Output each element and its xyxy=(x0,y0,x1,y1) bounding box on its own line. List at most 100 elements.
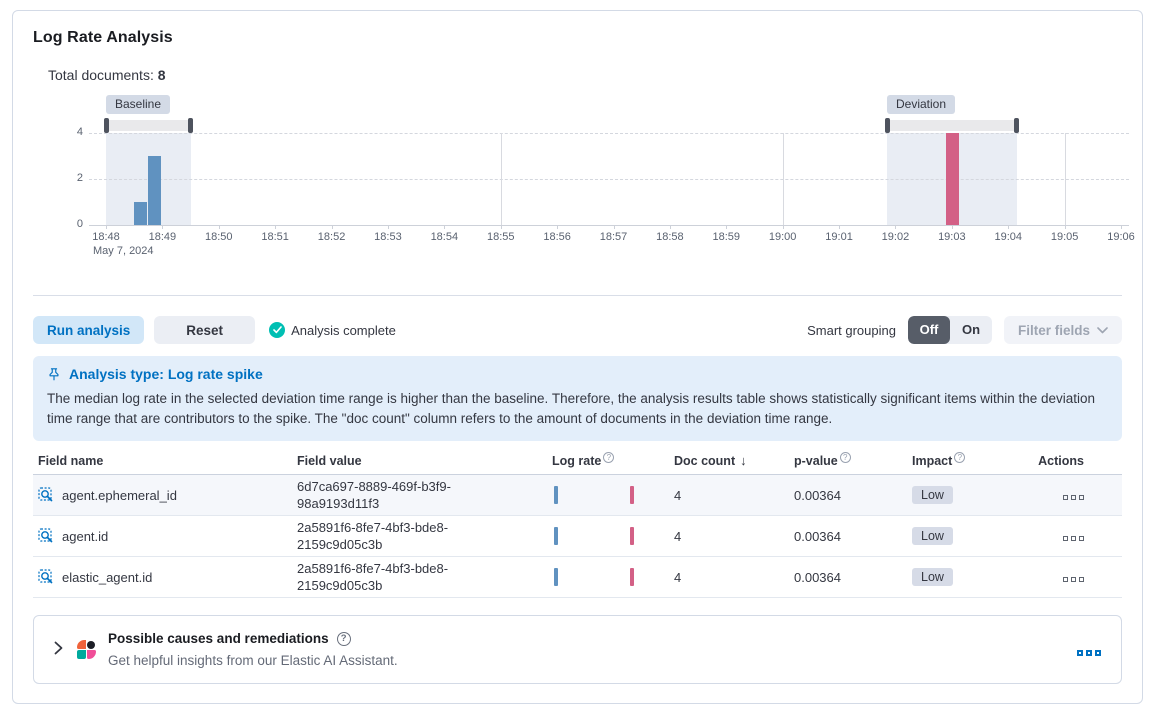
x-tick-mark xyxy=(782,225,784,229)
field-search-icon[interactable] xyxy=(38,528,54,544)
table-row: elastic_agent.id 2a5891f6-8fe7-4bf3-bde8… xyxy=(33,557,1122,598)
x-axis-label: 19:00 xyxy=(768,231,797,243)
field-value: 2a5891f6-8fe7-4bf3-bde8-2159c9d05c3b xyxy=(297,520,449,552)
x-axis-label: 18:52 xyxy=(317,231,346,243)
deviation-brush-left-handle[interactable] xyxy=(884,118,890,133)
y-axis-label: 0 xyxy=(76,218,83,230)
panel-actions-icon[interactable] xyxy=(1077,650,1101,656)
smart-grouping-on-button[interactable]: On xyxy=(961,322,981,337)
y-gridline xyxy=(89,179,1129,180)
results-table: Field name Field value Log rate? Doc cou… xyxy=(33,452,1122,598)
table-row: agent.ephemeral_id 6d7ca697-8889-469f-b3… xyxy=(33,475,1122,516)
deviation-brush[interactable] xyxy=(886,120,1017,131)
table-row: agent.id 2a5891f6-8fe7-4bf3-bde8-2159c9d… xyxy=(33,516,1122,557)
analysis-status-text: Analysis complete xyxy=(291,322,396,338)
x-tick-mark xyxy=(726,225,728,229)
smart-grouping-label: Smart grouping xyxy=(807,322,896,338)
x-axis-label: 18:57 xyxy=(599,231,628,243)
chevron-right-icon xyxy=(54,641,63,655)
x-axis-label: 18:49 xyxy=(148,231,177,243)
impact-badge: Low xyxy=(912,486,953,504)
x-tick-mark xyxy=(1064,225,1066,229)
doc-count-value: 4 xyxy=(674,528,682,544)
baseline-brush-left-handle[interactable] xyxy=(104,118,109,133)
pin-icon xyxy=(49,367,59,380)
log-rate-mini-chart xyxy=(552,526,674,546)
col-p-value[interactable]: p-value? xyxy=(794,452,912,468)
row-actions-icon[interactable] xyxy=(1063,494,1084,500)
log-rate-help-icon[interactable]: ? xyxy=(603,452,615,463)
x-gridline xyxy=(500,133,502,225)
x-axis-label: 18:59 xyxy=(712,231,741,243)
x-tick-mark xyxy=(331,225,333,229)
deviation-doc-count-bar xyxy=(946,133,960,225)
analysis-status: Analysis complete xyxy=(269,322,396,338)
x-tick-mark xyxy=(839,225,841,229)
ai-assistant-icon xyxy=(77,640,96,659)
col-field-value[interactable]: Field value xyxy=(297,454,362,468)
filter-fields-button[interactable]: Filter fields xyxy=(1003,316,1122,344)
x-axis-label: 19:06 xyxy=(1107,231,1135,243)
total-documents-value: 8 xyxy=(157,67,166,83)
p-value-help-icon[interactable]: ? xyxy=(839,452,851,463)
x-axis-label: 18:55 xyxy=(486,231,515,243)
row-actions-icon[interactable] xyxy=(1063,576,1084,582)
run-analysis-button[interactable]: Run analysis xyxy=(33,316,145,344)
deviation-brush-right-handle[interactable] xyxy=(1013,118,1019,133)
x-axis-label: 18:58 xyxy=(656,231,684,243)
x-tick-mark xyxy=(444,225,446,229)
col-impact[interactable]: Impact? xyxy=(912,452,1006,468)
x-tick-mark xyxy=(218,225,220,229)
analysis-type-callout: Analysis type: Log rate spike The median… xyxy=(33,356,1122,441)
baseline-badge: Baseline xyxy=(106,95,171,114)
field-search-icon[interactable] xyxy=(38,569,54,585)
x-axis-label: 19:01 xyxy=(825,231,853,243)
field-name: agent.id xyxy=(62,528,109,544)
log-rate-mini-chart xyxy=(552,567,674,587)
causes-title: Possible causes and remediations xyxy=(108,631,329,646)
impact-help-icon[interactable]: ? xyxy=(954,452,966,463)
possible-causes-panel: Possible causes and remediations ? Get h… xyxy=(33,615,1122,684)
impact-badge: Low xyxy=(912,527,953,545)
log-rate-analysis-panel: Log Rate Analysis Total documents: 8 Bas… xyxy=(12,10,1143,704)
x-axis-label: 18:50 xyxy=(205,231,233,243)
row-actions-icon[interactable] xyxy=(1063,535,1084,541)
baseline-brush[interactable] xyxy=(106,120,191,131)
x-tick-mark xyxy=(951,225,953,229)
field-value: 2a5891f6-8fe7-4bf3-bde8-2159c9d05c3b xyxy=(297,561,449,593)
p-value: 0.00364 xyxy=(794,569,841,585)
y-axis-label: 4 xyxy=(76,126,83,138)
field-search-icon[interactable] xyxy=(38,487,54,503)
x-axis-label: 19:04 xyxy=(994,231,1022,243)
x-tick-mark xyxy=(1121,225,1122,229)
x-tick-mark xyxy=(162,225,164,229)
x-tick-mark xyxy=(275,225,277,229)
filter-fields-label: Filter fields xyxy=(1017,322,1090,338)
help-icon[interactable]: ? xyxy=(336,631,351,646)
baseline-doc-count-bar xyxy=(134,202,148,225)
check-icon xyxy=(269,322,286,338)
divider xyxy=(33,295,1122,296)
expand-accordion-button[interactable] xyxy=(54,639,63,660)
col-log-rate[interactable]: Log rate? xyxy=(552,452,674,468)
x-axis-label: 19:03 xyxy=(938,231,966,243)
table-header-row: Field name Field value Log rate? Doc cou… xyxy=(33,452,1122,475)
controls-row: Run analysis Reset Analysis complete Sma… xyxy=(33,316,1122,344)
y-axis-label: 2 xyxy=(76,172,83,184)
x-axis-label: 18:54 xyxy=(430,231,459,243)
x-axis-label: 18:48 xyxy=(92,231,120,243)
reset-button[interactable]: Reset xyxy=(154,316,256,344)
chevron-down-icon xyxy=(1097,326,1108,333)
x-tick-mark xyxy=(106,225,107,229)
total-documents-label: Total documents: xyxy=(48,67,154,83)
x-axis-line xyxy=(89,225,1129,226)
p-value: 0.00364 xyxy=(794,487,841,503)
p-value: 0.00364 xyxy=(794,528,841,544)
smart-grouping-off-button[interactable]: Off xyxy=(907,316,950,344)
x-axis-label: 18:51 xyxy=(261,231,289,243)
callout-body: The median log rate in the selected devi… xyxy=(47,391,1096,426)
col-doc-count[interactable]: Doc count ↓ xyxy=(674,453,747,468)
col-field-name[interactable]: Field name xyxy=(38,454,104,468)
log-rate-histogram: Baseline Deviation 0 2 4 18:48 18:49 18:50 18:51… xyxy=(77,95,1135,271)
baseline-brush-right-handle[interactable] xyxy=(187,118,193,133)
